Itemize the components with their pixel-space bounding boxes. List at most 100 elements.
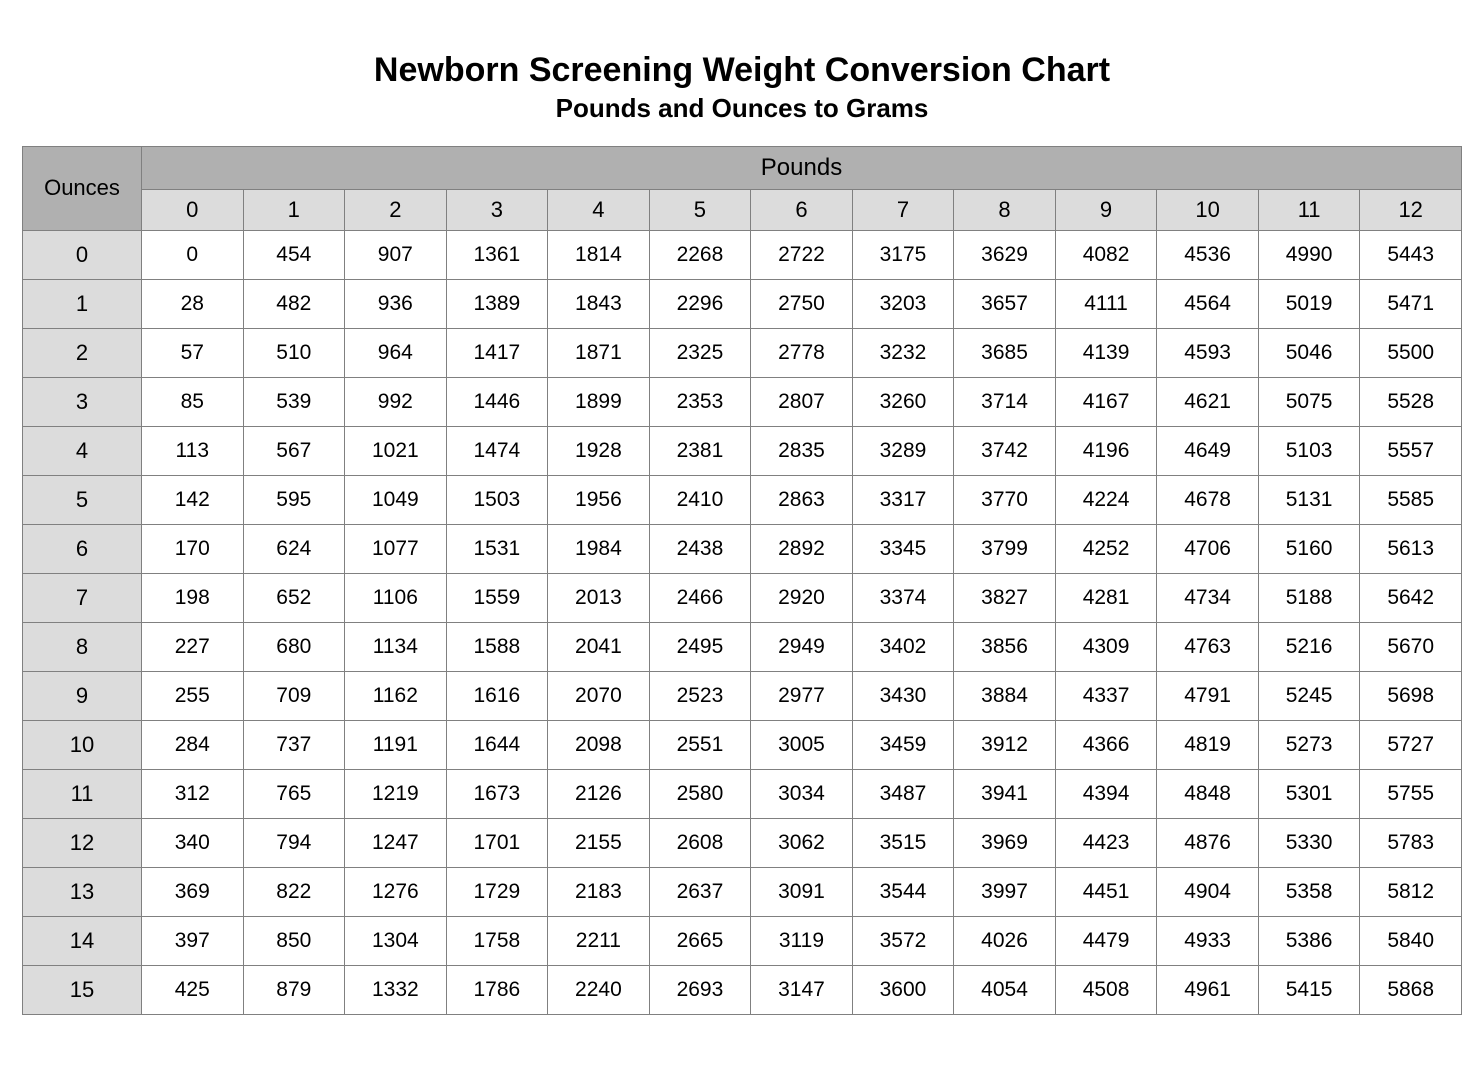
data-cell: 4224 [1055, 475, 1157, 524]
data-cell: 794 [243, 818, 345, 867]
data-cell: 2353 [649, 377, 751, 426]
ounce-header: 6 [23, 524, 142, 573]
data-cell: 1162 [345, 671, 447, 720]
data-cell: 28 [142, 279, 244, 328]
data-cell: 1673 [446, 769, 548, 818]
data-cell: 2240 [548, 965, 650, 1014]
data-cell: 4706 [1157, 524, 1259, 573]
data-cell: 5783 [1360, 818, 1462, 867]
data-cell: 1446 [446, 377, 548, 426]
data-cell: 3005 [751, 720, 853, 769]
data-cell: 567 [243, 426, 345, 475]
data-cell: 1304 [345, 916, 447, 965]
data-cell: 5443 [1360, 230, 1462, 279]
data-cell: 4961 [1157, 965, 1259, 1014]
data-cell: 2949 [751, 622, 853, 671]
data-cell: 5046 [1258, 328, 1360, 377]
data-cell: 2551 [649, 720, 751, 769]
data-cell: 1701 [446, 818, 548, 867]
data-cell: 510 [243, 328, 345, 377]
data-cell: 2381 [649, 426, 751, 475]
data-cell: 227 [142, 622, 244, 671]
table-row: 0045490713611814226827223175362940824536… [23, 230, 1462, 279]
data-cell: 4394 [1055, 769, 1157, 818]
data-cell: 3062 [751, 818, 853, 867]
data-cell: 1616 [446, 671, 548, 720]
data-cell: 5188 [1258, 573, 1360, 622]
data-cell: 1021 [345, 426, 447, 475]
data-cell: 595 [243, 475, 345, 524]
table-row: 2575109641417187123252778323236854139459… [23, 328, 1462, 377]
data-cell: 3091 [751, 867, 853, 916]
data-cell: 4337 [1055, 671, 1157, 720]
data-cell: 5613 [1360, 524, 1462, 573]
data-cell: 822 [243, 867, 345, 916]
data-cell: 3203 [852, 279, 954, 328]
data-cell: 5471 [1360, 279, 1462, 328]
ounce-header: 1 [23, 279, 142, 328]
data-cell: 5358 [1258, 867, 1360, 916]
data-cell: 5755 [1360, 769, 1462, 818]
data-cell: 2608 [649, 818, 751, 867]
ounce-header: 14 [23, 916, 142, 965]
pound-header: 5 [649, 189, 751, 230]
data-cell: 2438 [649, 524, 751, 573]
data-cell: 3827 [954, 573, 1056, 622]
data-cell: 2835 [751, 426, 853, 475]
ounce-header: 13 [23, 867, 142, 916]
data-cell: 4196 [1055, 426, 1157, 475]
data-cell: 2693 [649, 965, 751, 1014]
data-cell: 5528 [1360, 377, 1462, 426]
data-cell: 3941 [954, 769, 1056, 818]
data-cell: 5840 [1360, 916, 1462, 965]
data-cell: 4678 [1157, 475, 1259, 524]
data-cell: 850 [243, 916, 345, 965]
data-cell: 5160 [1258, 524, 1360, 573]
pound-header: 4 [548, 189, 650, 230]
data-cell: 3034 [751, 769, 853, 818]
data-cell: 4990 [1258, 230, 1360, 279]
data-cell: 3742 [954, 426, 1056, 475]
data-cell: 170 [142, 524, 244, 573]
data-cell: 3572 [852, 916, 954, 965]
page: Newborn Screening Weight Conversion Char… [0, 0, 1484, 1015]
data-cell: 4876 [1157, 818, 1259, 867]
data-cell: 5557 [1360, 426, 1462, 475]
data-cell: 454 [243, 230, 345, 279]
table-row: 9255709116216162070252329773430388443374… [23, 671, 1462, 720]
data-cell: 3119 [751, 916, 853, 965]
data-cell: 2580 [649, 769, 751, 818]
data-cell: 1417 [446, 328, 548, 377]
data-cell: 1871 [548, 328, 650, 377]
table-head: Ounces Pounds 0123456789101112 [23, 146, 1462, 230]
data-cell: 1758 [446, 916, 548, 965]
data-cell: 907 [345, 230, 447, 279]
data-cell: 1531 [446, 524, 548, 573]
data-cell: 4252 [1055, 524, 1157, 573]
data-cell: 964 [345, 328, 447, 377]
pound-header: 1 [243, 189, 345, 230]
data-cell: 2722 [751, 230, 853, 279]
data-cell: 1247 [345, 818, 447, 867]
pound-header: 7 [852, 189, 954, 230]
data-cell: 1077 [345, 524, 447, 573]
data-cell: 2268 [649, 230, 751, 279]
table-row: 1336982212761729218326373091354439974451… [23, 867, 1462, 916]
data-cell: 2495 [649, 622, 751, 671]
data-cell: 3232 [852, 328, 954, 377]
pound-header: 9 [1055, 189, 1157, 230]
table-row: 3855399921446189923532807326037144167462… [23, 377, 1462, 426]
data-cell: 2466 [649, 573, 751, 622]
table-row: 4113567102114741928238128353289374241964… [23, 426, 1462, 475]
chart-title: Newborn Screening Weight Conversion Char… [0, 50, 1484, 91]
data-cell: 680 [243, 622, 345, 671]
ounce-header: 7 [23, 573, 142, 622]
data-cell: 2665 [649, 916, 751, 965]
data-cell: 709 [243, 671, 345, 720]
data-cell: 652 [243, 573, 345, 622]
data-cell: 4167 [1055, 377, 1157, 426]
data-cell: 4904 [1157, 867, 1259, 916]
table-row: 1284829361389184322962750320336574111456… [23, 279, 1462, 328]
data-cell: 4848 [1157, 769, 1259, 818]
data-cell: 4933 [1157, 916, 1259, 965]
